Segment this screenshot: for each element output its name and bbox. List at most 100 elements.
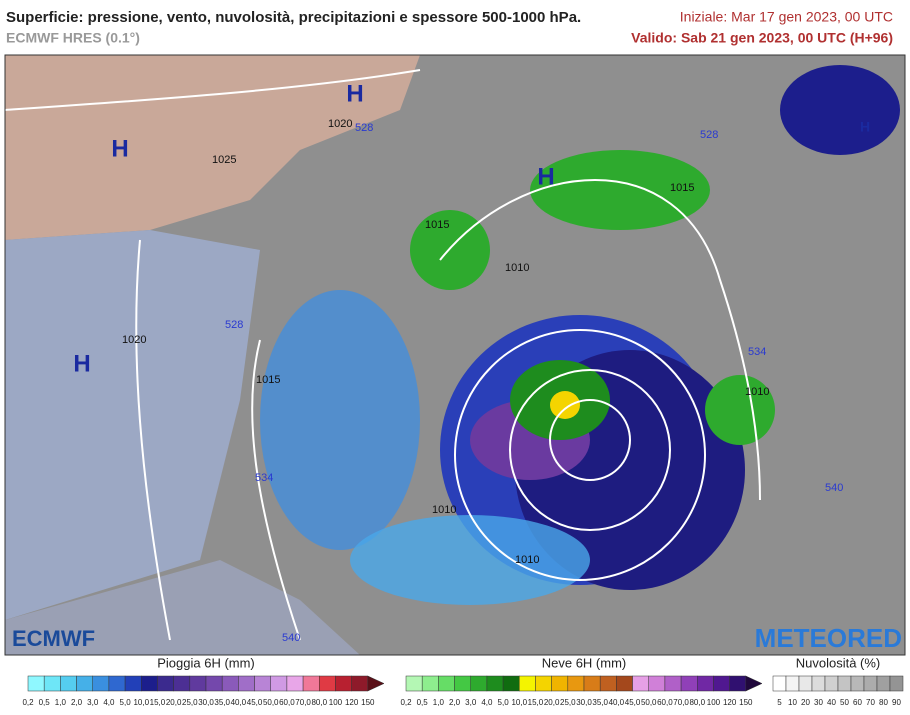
legend-tick-label: 5,0 xyxy=(120,698,132,707)
isobar-label: 1010 xyxy=(745,386,769,398)
pressure-center: H xyxy=(537,163,554,190)
legend-swatch xyxy=(863,675,878,692)
legend-swatch xyxy=(60,675,77,692)
pressure-center: H xyxy=(111,135,128,162)
thickness-label: 528 xyxy=(355,122,373,134)
legend-swatch xyxy=(583,675,601,692)
isobar-label: 1010 xyxy=(505,262,529,274)
legend-swatch xyxy=(421,675,439,692)
legend-swatch xyxy=(238,675,255,692)
legend-tick-label: 2,0 xyxy=(449,698,461,707)
isobar-label: 1010 xyxy=(515,554,539,566)
legend-tick-label: 0,2 xyxy=(22,698,34,707)
precip-west xyxy=(260,290,420,550)
legend-swatch xyxy=(850,675,865,692)
isobar-label: 1015 xyxy=(670,182,694,194)
legend-tick-label: 80 xyxy=(879,698,888,707)
pressure-center: H xyxy=(73,350,90,377)
legend-swatch xyxy=(697,675,714,692)
legend-swatch xyxy=(438,675,455,692)
legends: Pioggia 6H (mm)0,2 0,5 1,0 2,0 3,0 4,0 5,0 10,0… xyxy=(22,655,904,707)
legend-title: Neve 6H (mm) xyxy=(542,655,627,670)
legend-swatch xyxy=(302,675,320,692)
legend-swatch xyxy=(351,675,369,692)
legend-swatch xyxy=(108,675,126,692)
legend-swatch xyxy=(454,675,471,692)
legend-swatch xyxy=(811,675,826,692)
legend-tick-label: 80,0 xyxy=(689,698,705,707)
thickness-labels: 528 528 528 534 534 540 540 xyxy=(225,122,843,644)
legend-swatch xyxy=(772,675,787,692)
legend-tick-label: 2,0 xyxy=(71,698,83,707)
legend-tick-label: 20,0 xyxy=(166,698,182,707)
legend-tick-label: 30,0 xyxy=(198,698,214,707)
legend-tick-label: 40 xyxy=(827,698,836,707)
legend-tick-label: 25,0 xyxy=(182,698,198,707)
isobar-label: 1015 xyxy=(256,374,280,386)
legend-tick-label: 80,0 xyxy=(311,698,327,707)
legend-swatch xyxy=(254,675,271,692)
legend-swatch xyxy=(616,675,633,692)
legend-tick-label: 50,0 xyxy=(263,698,279,707)
legend-tick-label: 15,0 xyxy=(528,698,544,707)
thickness-label: 534 xyxy=(255,472,273,484)
legend-tick-label: 5,0 xyxy=(498,698,510,707)
legend-tick-label: 30,0 xyxy=(576,698,592,707)
map-frame xyxy=(4,54,906,656)
snow-greece xyxy=(705,375,775,445)
legend-swatch xyxy=(405,675,423,692)
precip-south xyxy=(350,515,590,605)
initial-time: Iniziale: Mar 17 gen 2023, 00 UTC xyxy=(680,9,893,25)
legend-swatch xyxy=(486,675,504,692)
legend-tick-label: 45,0 xyxy=(247,698,263,707)
legend-swatch xyxy=(124,675,142,692)
land-warm xyxy=(5,55,420,240)
legend-tick-label: 0,5 xyxy=(39,698,51,707)
snow-balkan xyxy=(530,150,710,230)
thickness-label: 528 xyxy=(700,129,718,141)
legend-swatch xyxy=(173,675,191,692)
legend-tick-label: 0,2 xyxy=(400,698,412,707)
legend-tick-label: 20,0 xyxy=(544,698,560,707)
legend-tick-label: 45,0 xyxy=(625,698,641,707)
thickness-label: 534 xyxy=(748,346,766,358)
snow-max xyxy=(550,391,580,419)
legend-tick-label: 100 xyxy=(329,698,343,707)
legend-tick-label: 150 xyxy=(739,698,753,707)
legend-tick-label: 70,0 xyxy=(295,698,311,707)
legend-tick-label: 10,0 xyxy=(133,698,149,707)
legend-swatch xyxy=(713,675,730,692)
logo-meteored: METEORED xyxy=(755,623,902,653)
legend-tick-label: 100 xyxy=(707,698,721,707)
legend-swatch xyxy=(92,675,110,692)
thickness-label: 540 xyxy=(825,482,843,494)
thickness-label: 528 xyxy=(225,319,243,331)
pressure-center: H xyxy=(860,119,870,135)
legend-tick-label: 90 xyxy=(892,698,901,707)
legend-swatch xyxy=(876,675,891,692)
thickness-label: 540 xyxy=(282,632,300,644)
legend-swatch xyxy=(141,675,158,692)
legend-tick-label: 60,0 xyxy=(279,698,295,707)
sea xyxy=(5,230,260,620)
legend-arrow xyxy=(745,675,763,692)
legend-arrow xyxy=(367,675,385,692)
legend-swatch xyxy=(519,675,536,692)
legend-title: Pioggia 6H (mm) xyxy=(157,655,255,670)
legend-swatch xyxy=(502,675,520,692)
legend-swatch xyxy=(286,675,304,692)
legend-swatch xyxy=(729,675,747,692)
legend-swatch xyxy=(205,675,223,692)
legend-swatch xyxy=(76,675,93,692)
legend-tick-label: 120 xyxy=(723,698,737,707)
legend-swatch xyxy=(680,675,698,692)
legend-swatch xyxy=(470,675,488,692)
isobar-label: 1015 xyxy=(425,219,449,231)
legend-swatch xyxy=(221,675,239,692)
legend-title: Nuvolosità (%) xyxy=(796,655,881,670)
legend-tick-label: 60,0 xyxy=(657,698,673,707)
legend-tick-label: 1,0 xyxy=(433,698,445,707)
isobar-label: 1020 xyxy=(122,334,146,346)
legend-swatch xyxy=(43,675,61,692)
